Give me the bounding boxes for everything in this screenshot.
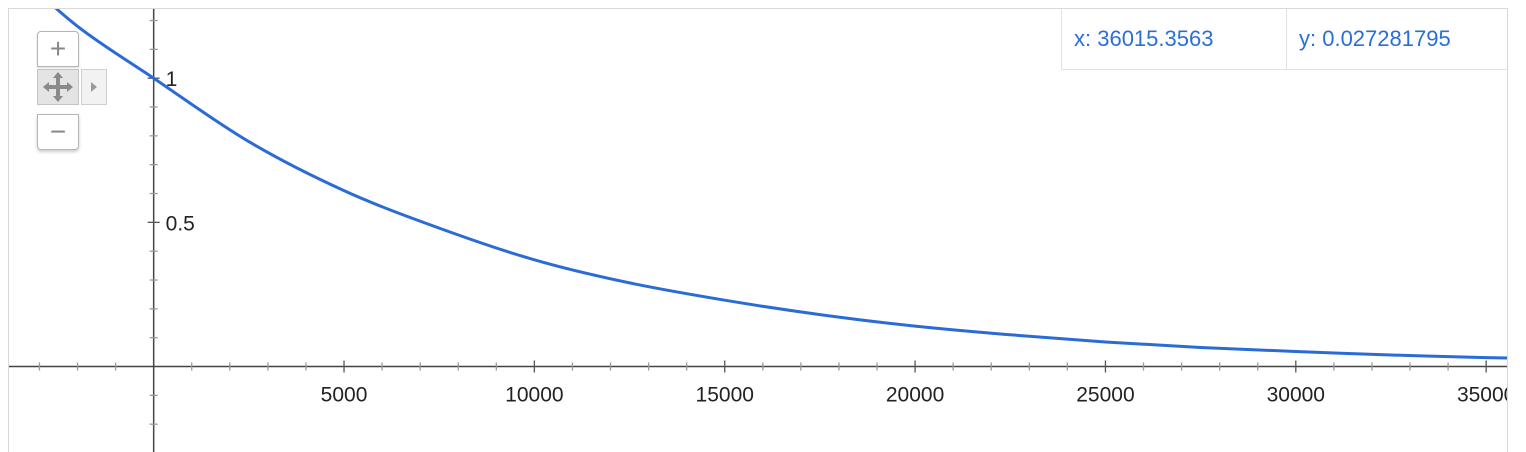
x-tick-label: 10000 [505,384,563,407]
x-tick-label: 15000 [696,384,754,407]
pan-button[interactable] [37,69,79,105]
coordinate-readout: x: 36015.3563 y: 0.027281795 [1061,9,1507,70]
y-tick-label: 0.5 [166,212,195,235]
graph-frame[interactable]: 5000 10000 15000 20000 25000 30000 35000 1 0.5 +… [8,8,1508,452]
readout-x: x: 36015.3563 [1062,9,1287,69]
x-tick-label: 20000 [886,384,944,407]
plot-area[interactable]: 5000 10000 15000 20000 25000 30000 35000 1 0.5 [9,9,1508,452]
zoom-pan-control: + − [37,31,109,166]
pan-arrows-icon [43,72,73,102]
readout-y: y: 0.027281795 [1299,26,1451,51]
x-tick-label: 5000 [321,384,368,407]
series-line-0 [54,9,1507,360]
zoom-in-button[interactable]: + [37,31,79,67]
zoom-out-button[interactable]: − [37,114,79,150]
x-tick-label: 35000 [1457,384,1508,407]
x-tick-label: 25000 [1076,384,1134,407]
x-tick-label: 30000 [1267,384,1325,407]
expand-controls-button[interactable] [81,69,107,105]
triangle-right-icon [91,82,97,92]
y-tick-label: 1 [166,68,178,91]
